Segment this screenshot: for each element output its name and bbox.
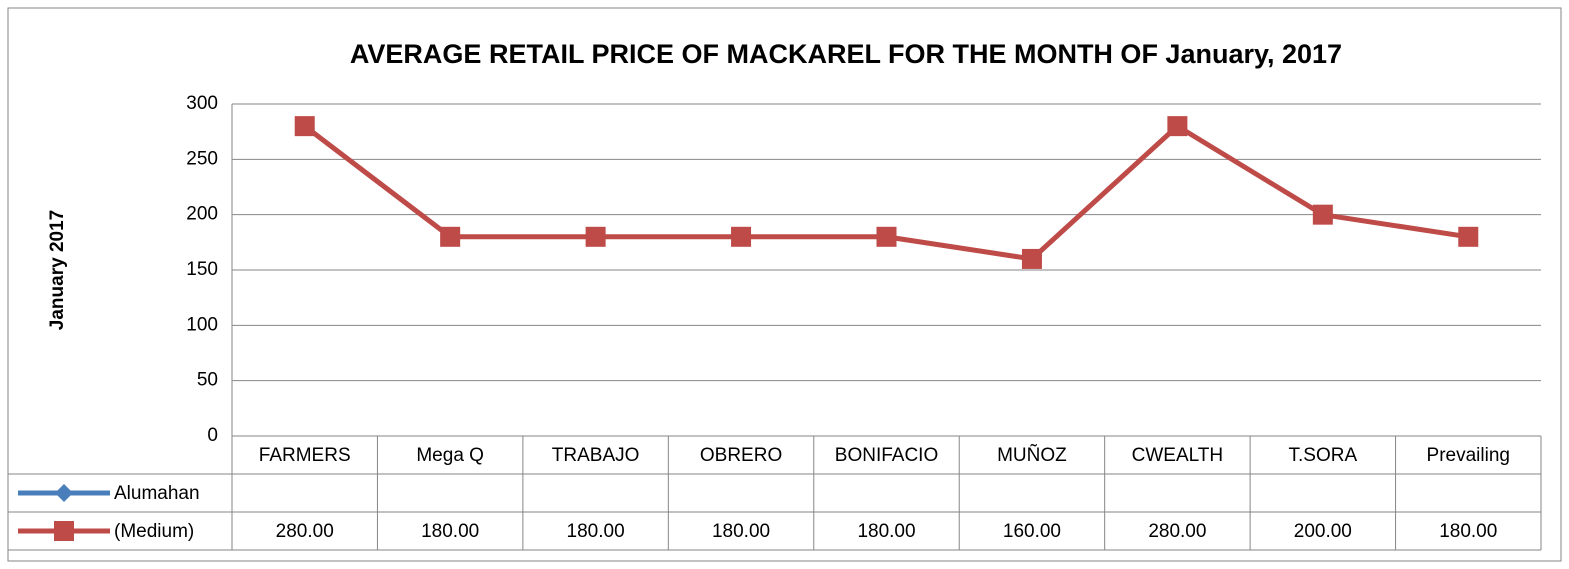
x-tick-label: OBRERO [700,445,782,466]
y-tick-label: 250 [186,148,218,169]
legend-label: Alumahan [114,483,200,504]
y-tick-label: 50 [197,370,218,391]
y-tick-label: 100 [186,314,218,335]
x-tick-label: Mega Q [416,445,484,466]
x-tick-label: TRABAJO [552,445,640,466]
x-tick-label: T.SORA [1289,445,1358,466]
marker [294,116,315,137]
marker [1167,116,1188,137]
table-value: 180.00 [857,521,915,542]
legend-label: (Medium) [114,521,194,542]
chart-title: AVERAGE RETAIL PRICE OF MACKAREL FOR THE… [350,39,1342,69]
marker [876,226,897,247]
marker [1312,204,1333,225]
x-tick-label: FARMERS [259,445,351,466]
x-tick-label: MUÑOZ [997,444,1067,466]
marker [440,226,461,247]
table-value: 180.00 [567,521,625,542]
table-value: 200.00 [1294,521,1352,542]
marker [1458,226,1479,247]
x-tick-label: BONIFACIO [835,445,938,466]
legend-key-marker [55,484,73,502]
x-tick-label: CWEALTH [1132,445,1223,466]
marker [731,226,752,247]
legend-key-marker [54,521,74,541]
y-axis-title: January 2017 [47,210,68,330]
x-tick-label: Prevailing [1427,445,1510,466]
y-tick-label: 200 [186,204,218,225]
marker [585,226,606,247]
y-tick-label: 0 [207,425,218,446]
table-value: 280.00 [1148,521,1206,542]
table-value: 280.00 [276,521,334,542]
table-value: 160.00 [1003,521,1061,542]
chart-border [7,7,1562,562]
table-value: 180.00 [712,521,770,542]
marker [1021,248,1042,269]
table-value: 180.00 [1439,521,1497,542]
y-tick-label: 150 [186,259,218,280]
y-tick-label: 300 [186,93,218,114]
table-value: 180.00 [421,521,479,542]
